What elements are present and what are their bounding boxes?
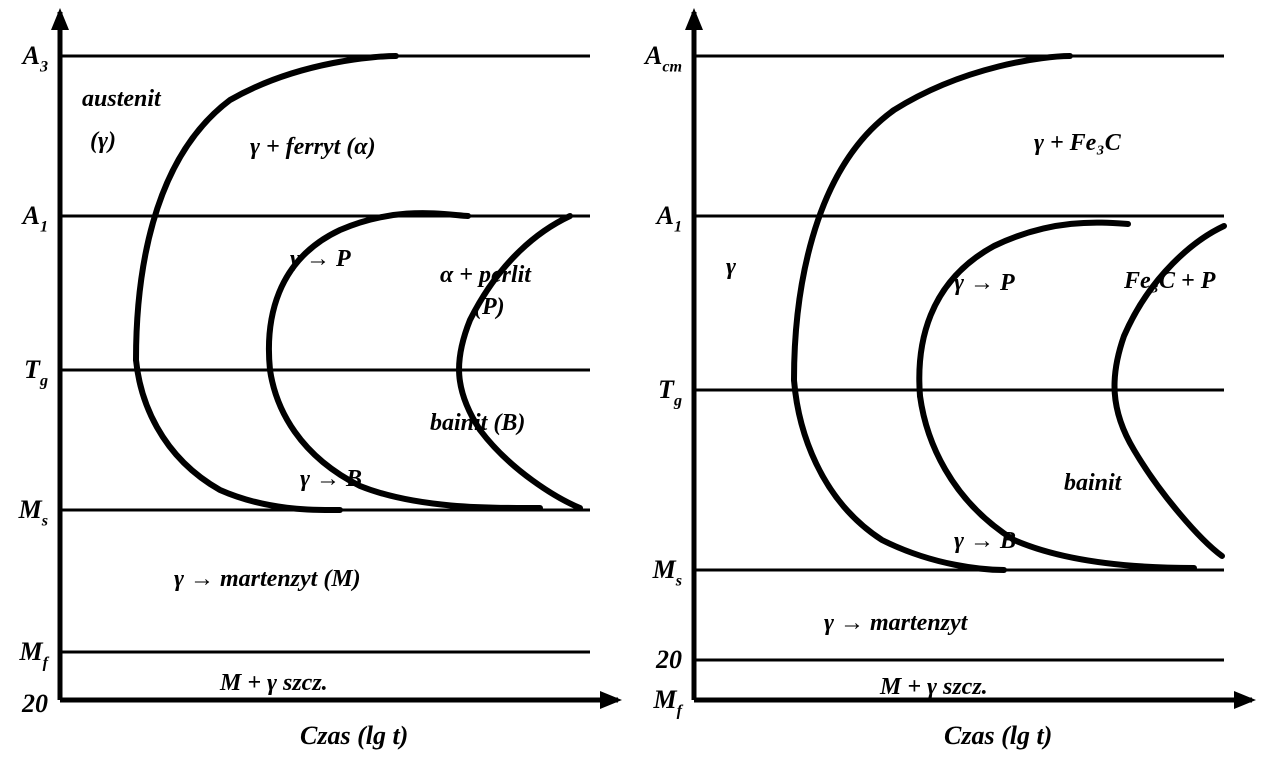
- region-label: γ → P: [954, 270, 1015, 296]
- region-label: austenit: [82, 86, 162, 112]
- ytick-20: 20: [21, 689, 48, 718]
- ytick-A3: A3: [21, 41, 48, 75]
- ytick-Mf: Mf: [653, 685, 684, 719]
- ytick-Acm: Acm: [643, 41, 682, 75]
- right-yticks: Acm A1 Tg Ms 20 Mf: [643, 41, 684, 719]
- curve-mid-top: [269, 213, 468, 370]
- ytick-Ms: Ms: [652, 555, 682, 589]
- ytick-Mf: Mf: [19, 637, 50, 671]
- x-axis-label: Czas (lg t): [300, 721, 408, 750]
- left-yticks: A3 A1 Tg Ms Mf 20: [18, 41, 50, 718]
- left-svg: A3 A1 Tg Ms Mf 20 austenit (γ) γ + ferryt (α) γ …: [0, 0, 634, 761]
- x-arrow: [1234, 691, 1256, 709]
- curve-outer-top: [794, 56, 1070, 380]
- region-label: γ → B: [300, 466, 362, 492]
- region-label: γ → B: [954, 528, 1016, 554]
- region-label: M + γ szcz.: [219, 670, 328, 696]
- region-label: bainit: [1064, 470, 1123, 496]
- curve-outer-top: [136, 56, 396, 360]
- region-label: (P): [474, 294, 505, 320]
- region-label: α + perlit: [440, 262, 532, 288]
- ytick-Ms: Ms: [18, 495, 48, 529]
- page: A3 A1 Tg Ms Mf 20 austenit (γ) γ + ferryt (α) γ …: [0, 0, 1268, 761]
- right-diagram: Acm A1 Tg Ms 20 Mf γ + Fe₃C γ γ → P Fe₃C + P bain…: [634, 0, 1268, 761]
- region-label: γ → P: [290, 246, 351, 272]
- ytick-20: 20: [655, 645, 682, 674]
- y-arrow: [685, 8, 703, 30]
- region-label: γ + Fe₃C: [1034, 130, 1122, 156]
- right-svg: Acm A1 Tg Ms 20 Mf γ + Fe₃C γ γ → P Fe₃C + P bain…: [634, 0, 1268, 761]
- curve-inner: [459, 216, 580, 508]
- x-axis-label: Czas (lg t): [944, 721, 1052, 750]
- region-label: Fe₃C + P: [1123, 268, 1216, 294]
- region-label: γ → martenzyt (M): [174, 566, 361, 592]
- y-arrow: [51, 8, 69, 30]
- region-label: γ → martenzyt: [824, 610, 969, 636]
- region-label: M + γ szcz.: [879, 674, 988, 700]
- region-label: bainit (B): [430, 410, 525, 436]
- region-label: γ + ferryt (α): [250, 134, 376, 160]
- curve-mid-top: [919, 223, 1128, 396]
- ytick-A1: A1: [655, 201, 682, 235]
- ytick-A1: A1: [21, 201, 48, 235]
- region-label: γ: [726, 254, 736, 280]
- region-label: (γ): [90, 128, 116, 154]
- ytick-Tg: Tg: [658, 375, 682, 409]
- ytick-Tg: Tg: [24, 355, 48, 389]
- left-diagram: A3 A1 Tg Ms Mf 20 austenit (γ) γ + ferryt (α) γ …: [0, 0, 634, 761]
- x-arrow: [600, 691, 622, 709]
